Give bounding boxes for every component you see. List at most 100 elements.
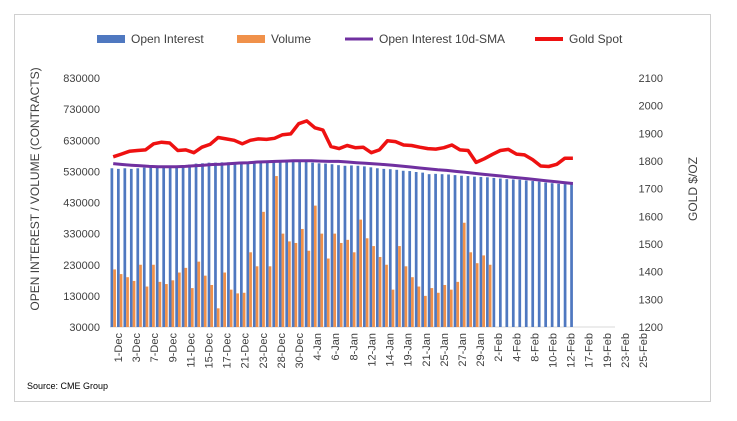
right-tick-label: 1400	[639, 267, 663, 279]
open-interest-bar	[330, 164, 334, 327]
volume-bar	[443, 284, 447, 327]
open-interest-bar	[570, 183, 573, 327]
x-tick-label: 8-Jan	[348, 333, 360, 361]
open-interest-bar	[505, 179, 509, 327]
x-tick-label: 4-Feb	[511, 333, 523, 362]
open-interest-bar	[278, 160, 282, 327]
left-tick-label: 230000	[63, 260, 100, 272]
volume-bar	[436, 292, 440, 327]
volume-bar	[307, 250, 311, 327]
open-interest-bar	[531, 181, 535, 327]
volume-bar	[404, 266, 408, 327]
volume-bar	[372, 246, 375, 327]
open-interest-bar	[136, 168, 140, 327]
volume-bar	[313, 205, 317, 327]
x-tick-label: 30-Dec	[294, 333, 306, 369]
volume-bar	[424, 295, 427, 327]
volume-bar	[326, 258, 330, 327]
open-interest-bar	[563, 184, 567, 327]
open-interest-bar	[492, 177, 496, 327]
volume-bar	[203, 275, 207, 327]
open-interest-bar	[291, 161, 295, 327]
open-interest-bar	[123, 168, 127, 327]
open-interest-bar	[434, 173, 437, 327]
volume-bar	[216, 308, 220, 327]
open-interest-bar	[207, 162, 211, 327]
open-interest-bar	[466, 176, 470, 327]
volume-bar	[378, 256, 382, 327]
open-interest-bar	[285, 160, 289, 327]
x-tick-label: 11-Dec	[185, 333, 197, 368]
volume-bar	[281, 233, 285, 327]
volume-bar	[333, 233, 337, 327]
open-interest-bar	[304, 161, 308, 327]
volume-bar	[210, 284, 214, 327]
x-axis-ticks: 1-Dec 3-Dec 7-Dec 9-Dec 11-Dec 15-Dec 17-Dec 21…	[113, 333, 650, 369]
open-interest-bar	[214, 162, 217, 327]
open-interest-bar	[414, 171, 418, 327]
open-interest-bar	[324, 163, 327, 327]
volume-bar	[300, 228, 304, 327]
open-interest-bar	[175, 166, 178, 327]
open-interest-bar	[246, 162, 250, 327]
volume-bar	[113, 269, 116, 327]
legend: Open Interest Volume Open Interest 10d-SMA…	[97, 32, 623, 46]
left-tick-label: 630000	[63, 135, 100, 147]
right-tick-label: 1300	[639, 294, 663, 306]
open-interest-bar	[557, 183, 560, 327]
legend-label: Open Interest	[131, 32, 204, 46]
x-tick-label: 17-Feb	[584, 333, 596, 368]
x-tick-label: 21-Jan	[421, 333, 433, 367]
volume-bar	[126, 277, 129, 327]
volume-bar	[158, 281, 162, 327]
volume-bar	[456, 281, 460, 327]
open-interest-bar	[473, 176, 476, 327]
x-tick-label: 6-Jan	[330, 333, 342, 361]
x-tick-label: 8-Feb	[529, 333, 541, 362]
left-tick-label: 730000	[63, 104, 100, 116]
volume-bar	[449, 289, 453, 327]
right-tick-label: 1600	[639, 211, 663, 223]
open-interest-bar	[453, 175, 457, 327]
chart-svg: Open Interest Volume Open Interest 10d-SMA…	[27, 32, 700, 391]
open-interest-bar	[479, 176, 483, 327]
open-interest-bar	[110, 168, 114, 327]
volume-bar	[177, 272, 181, 327]
legend-label: Gold Spot	[569, 32, 623, 46]
volume-bar	[365, 238, 369, 327]
open-interest-bar	[401, 170, 405, 327]
open-interest-bar	[181, 165, 185, 327]
volume-bar	[171, 280, 175, 327]
open-interest-bar	[498, 178, 502, 327]
sma-line	[113, 159, 574, 185]
x-tick-label: 14-Jan	[385, 333, 397, 367]
left-tick-label: 130000	[63, 291, 100, 303]
x-tick-label: 2-Feb	[493, 333, 505, 362]
left-tick-label: 330000	[63, 229, 100, 241]
volume-bar	[242, 292, 246, 327]
right-tick-label: 1900	[639, 128, 663, 140]
volume-bar	[294, 242, 298, 327]
right-axis-title: GOLD $/OZ	[686, 157, 700, 221]
volume-bar	[475, 263, 479, 327]
x-tick-label: 28-Dec	[276, 333, 288, 369]
gold-spot-line	[112, 119, 573, 169]
open-interest-bar	[518, 179, 522, 327]
open-interest-bar	[240, 162, 243, 327]
right-tick-label: 2100	[639, 73, 663, 85]
chart-lines	[112, 119, 574, 185]
open-interest-bar	[337, 165, 340, 327]
volume-bar	[469, 252, 473, 327]
open-interest-bar	[201, 163, 204, 327]
open-interest-bar	[259, 161, 263, 327]
open-interest-bar	[149, 167, 153, 327]
legend-swatch	[237, 35, 265, 43]
x-tick-label: 23-Dec	[258, 333, 270, 369]
volume-bar	[430, 288, 434, 327]
open-interest-bar	[155, 167, 159, 327]
left-tick-label: 30000	[69, 322, 100, 334]
x-tick-label: 7-Dec	[149, 333, 161, 363]
x-tick-label: 3-Dec	[131, 333, 143, 363]
volume-bar	[190, 288, 194, 327]
volume-bar	[223, 272, 227, 327]
